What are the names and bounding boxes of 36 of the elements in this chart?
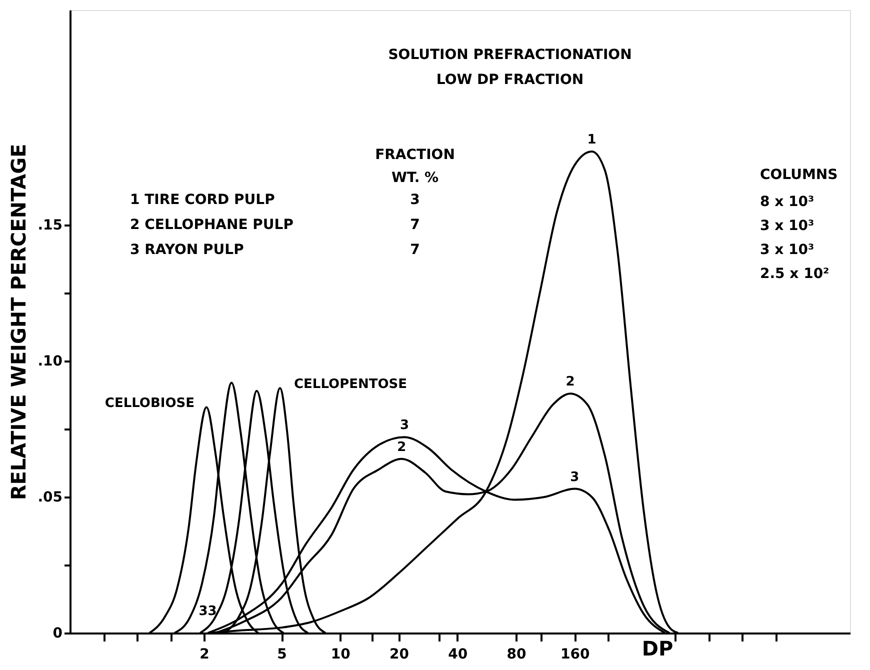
annotation: 2 bbox=[566, 374, 575, 390]
y-tick-label: .05 bbox=[38, 489, 62, 506]
y-tick-label: .10 bbox=[38, 353, 63, 370]
text: SOLUTION PREFRACTIONATION bbox=[388, 47, 632, 63]
x-tick-label: 10 bbox=[330, 646, 351, 662]
annotation: COLUMNS bbox=[760, 167, 838, 183]
x-tick-label: 160 bbox=[560, 646, 590, 662]
annotation: 3 bbox=[400, 418, 410, 434]
x-tick-label: 5 bbox=[277, 646, 287, 662]
annotation: 8 x 10³ bbox=[760, 194, 814, 210]
annotation: 1 bbox=[587, 132, 596, 148]
x-axis-title: DP bbox=[642, 636, 674, 660]
annotation: 1 TIRE CORD PULP bbox=[130, 192, 275, 208]
annotation: 2 bbox=[397, 440, 406, 455]
annotation: FRACTION bbox=[375, 147, 455, 163]
annotation: WT. % bbox=[391, 170, 439, 186]
annotation: 3 RAYON PULP bbox=[130, 242, 244, 258]
annotation: 3 x 10³ bbox=[760, 242, 814, 258]
annotation: CELLOPENTOSE bbox=[294, 377, 408, 392]
annotation: 3 x 10³ bbox=[760, 218, 814, 234]
x-tick-label: 2 bbox=[200, 646, 210, 662]
annotation: 2.5 x 10² bbox=[760, 266, 830, 282]
x-tick-label: 80 bbox=[506, 646, 527, 662]
annotation: CELLOBIOSE bbox=[104, 396, 195, 412]
text: LOW DP FRACTION bbox=[436, 72, 584, 88]
y-tick-label: 0 bbox=[52, 626, 63, 642]
x-tick-label: 40 bbox=[448, 646, 468, 662]
y-axis-title: RELATIVE WEIGHT PERCENTAGE bbox=[6, 144, 31, 500]
annotation: 3 bbox=[410, 192, 420, 208]
x-tick-label: 20 bbox=[390, 646, 410, 662]
annotation: 7 bbox=[410, 242, 420, 258]
annotation: 2 CELLOPHANE PULP bbox=[130, 217, 294, 233]
y-tick-label: .15 bbox=[38, 217, 62, 234]
annotation: 7 bbox=[410, 217, 420, 233]
annotation: 3 bbox=[570, 470, 580, 485]
annotation: 33 bbox=[198, 604, 217, 619]
